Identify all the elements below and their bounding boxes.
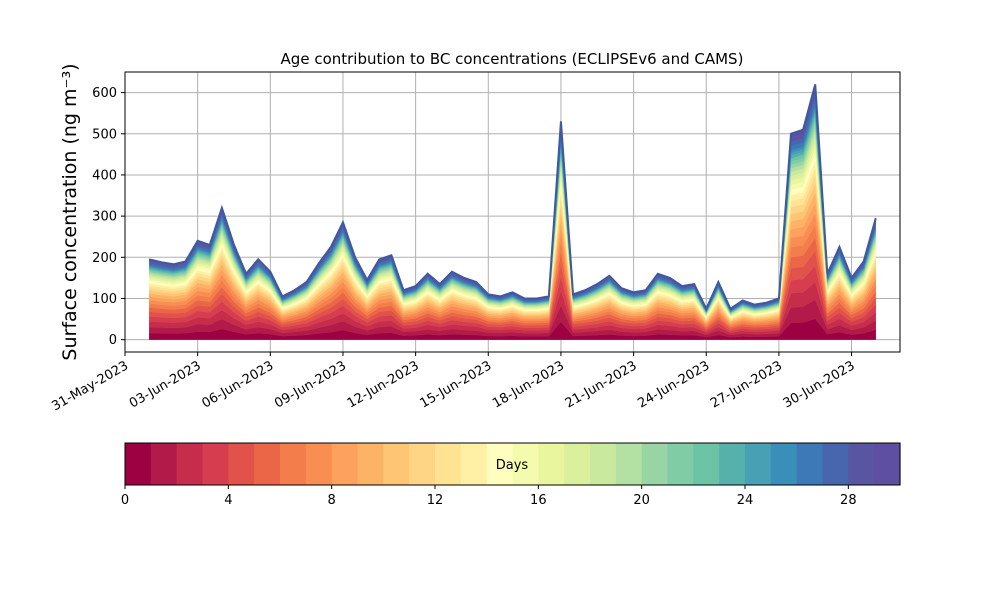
colorbar-tick-label: 0 <box>121 493 129 508</box>
colorbar-segment <box>176 443 204 485</box>
colorbar-segment <box>460 443 488 485</box>
x-axis-ticks: 31-May-202303-Jun-202306-Jun-202309-Jun-… <box>49 352 858 414</box>
colorbar-segment <box>150 443 178 485</box>
colorbar-segment <box>770 443 798 485</box>
colorbar <box>125 443 901 485</box>
colorbar-tick-label: 16 <box>530 493 547 508</box>
colorbar-segment <box>383 443 410 485</box>
colorbar-segment <box>280 443 307 485</box>
x-tick-label: 15-Jun-2023 <box>417 358 494 411</box>
x-tick-label: 18-Jun-2023 <box>490 358 567 411</box>
x-tick-label: 31-May-2023 <box>49 358 131 414</box>
stacked-areas <box>149 84 876 340</box>
colorbar-tick-label: 24 <box>737 493 754 508</box>
colorbar-ticks: 0 4 8 12 16 20 24 28 <box>121 485 857 508</box>
colorbar-segment <box>125 443 152 485</box>
colorbar-segment <box>331 443 359 485</box>
colorbar-tick-label: 28 <box>840 493 857 508</box>
colorbar-segment <box>796 443 824 485</box>
x-tick-label: 06-Jun-2023 <box>199 358 276 411</box>
y-tick-label: 100 <box>92 292 117 307</box>
y-tick-label: 600 <box>92 86 117 101</box>
plot-frame <box>124 71 901 353</box>
colorbar-segment <box>693 443 720 485</box>
colorbar-segment <box>538 443 565 485</box>
total-concentration-line <box>148 84 877 312</box>
colorbar-segment <box>667 443 694 485</box>
y-tick-label: 500 <box>92 127 117 142</box>
colorbar-segment <box>874 443 901 485</box>
x-tick-label: 30-Jun-2023 <box>781 358 858 411</box>
y-axis-ticks: 0 100 200 300 400 500 600 <box>92 86 125 348</box>
colorbar-segment <box>228 443 255 485</box>
colorbar-segment <box>641 443 669 485</box>
y-tick-label: 300 <box>92 210 117 225</box>
y-tick-label: 0 <box>109 333 117 348</box>
colorbar-tick-label: 20 <box>633 493 650 508</box>
x-tick-label: 03-Jun-2023 <box>127 358 204 411</box>
colorbar-segment <box>822 443 849 485</box>
colorbar-segment <box>512 443 539 485</box>
colorbar-tick-label: 12 <box>427 493 444 508</box>
colorbar-label: Days <box>496 458 529 473</box>
colorbar-frame <box>124 442 901 486</box>
x-tick-label: 09-Jun-2023 <box>272 358 349 411</box>
colorbar-segment <box>202 443 229 485</box>
colorbar-segment <box>435 443 462 485</box>
colorbar-tick-label: 4 <box>224 493 232 508</box>
y-tick-label: 200 <box>92 251 117 266</box>
y-tick-label: 400 <box>92 168 117 183</box>
chart-title: Age contribution to BC concentrations (E… <box>281 50 744 68</box>
y-axis-label: Surface concentration (ng m⁻³) <box>59 63 81 360</box>
x-tick-label: 21-Jun-2023 <box>563 358 640 411</box>
x-tick-label: 24-Jun-2023 <box>635 358 712 411</box>
colorbar-segment <box>305 443 333 485</box>
colorbar-segment <box>254 443 281 485</box>
colorbar-segment <box>486 443 514 485</box>
colorbar-segment <box>719 443 746 485</box>
x-tick-label: 12-Jun-2023 <box>345 358 422 411</box>
colorbar-segment <box>409 443 436 485</box>
colorbar-segment <box>564 443 591 485</box>
colorbar-tick-label: 8 <box>328 493 336 508</box>
colorbar-segment <box>615 443 643 485</box>
x-tick-label: 27-Jun-2023 <box>708 358 785 411</box>
colorbar-segment <box>357 443 384 485</box>
colorbar-segment <box>590 443 617 485</box>
colorbar-segment <box>745 443 772 485</box>
colorbar-segment <box>848 443 875 485</box>
